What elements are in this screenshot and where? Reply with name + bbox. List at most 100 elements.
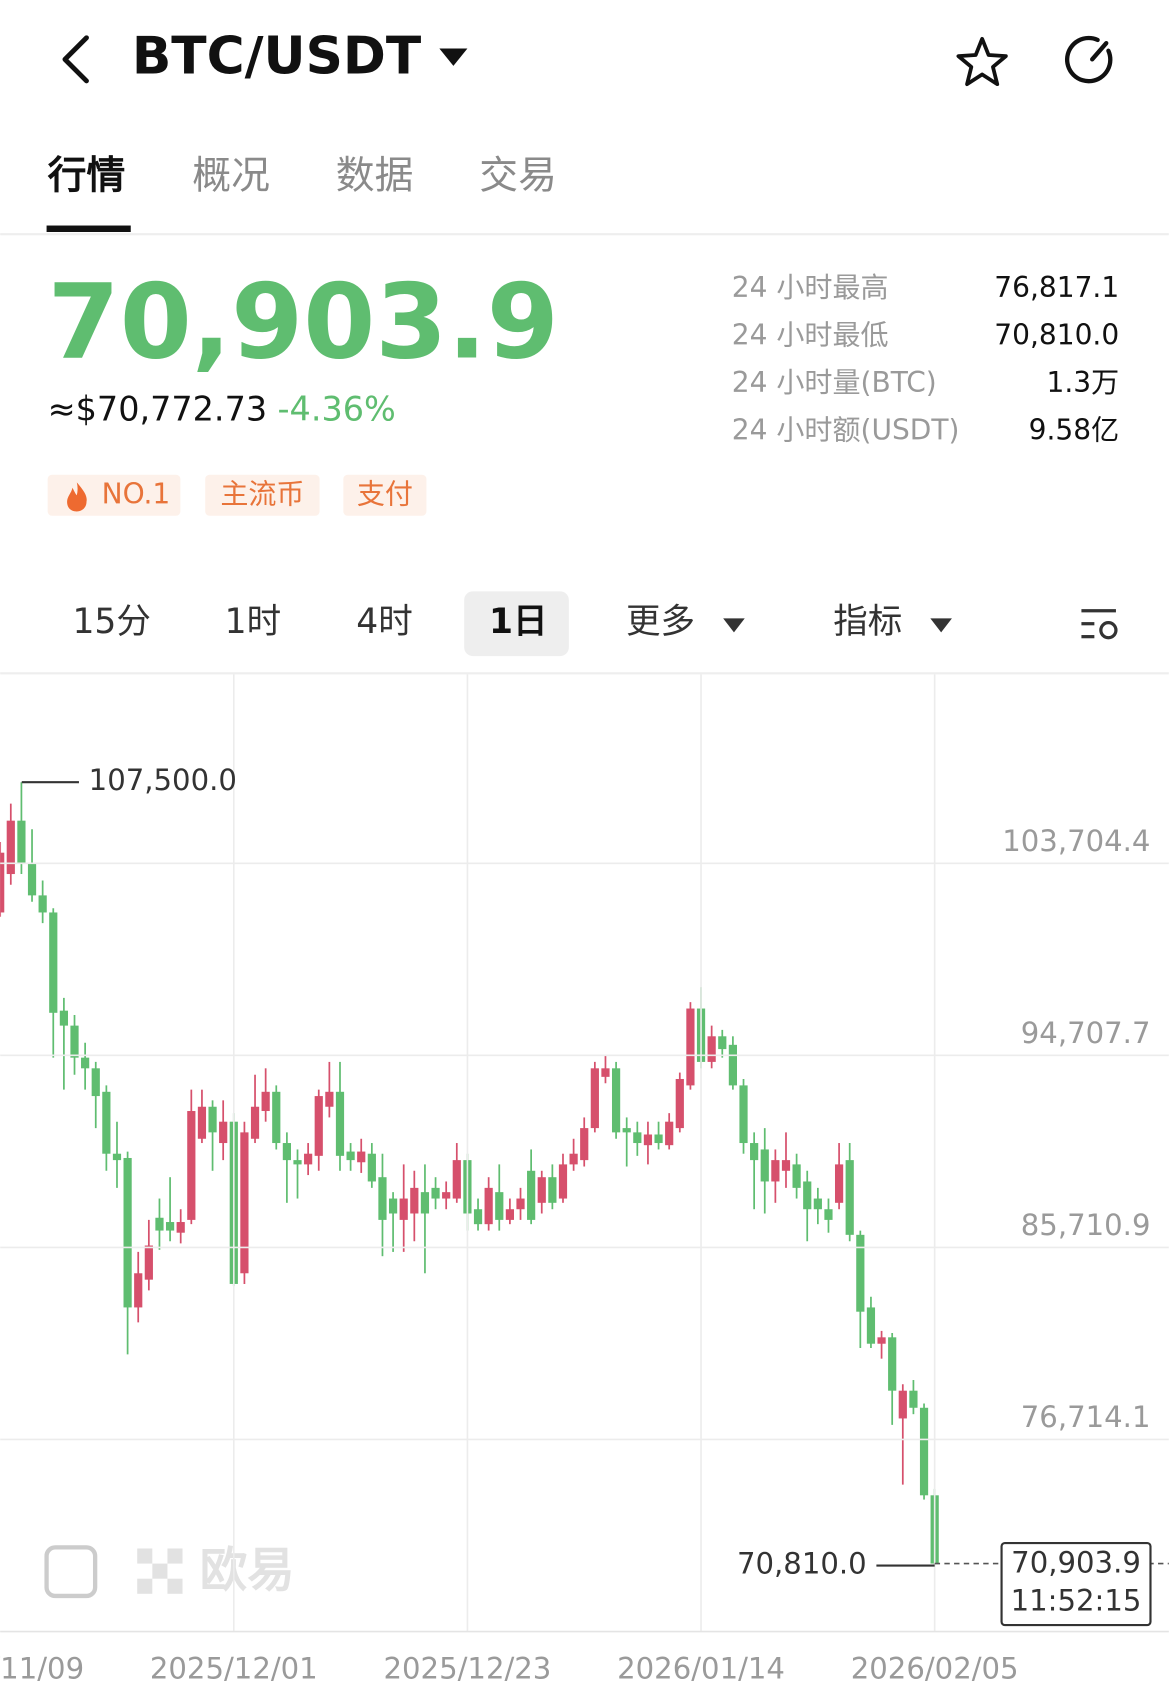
candle-body	[919, 1407, 929, 1496]
candle-body	[431, 1187, 440, 1199]
candle-body	[272, 1091, 281, 1144]
usd-price: ≈$70,772.73	[48, 390, 267, 429]
y-tick-label: 85,710.9	[1021, 1208, 1151, 1242]
interval[interactable]: 1时	[225, 602, 281, 642]
candle-body	[123, 1157, 132, 1308]
candle-body	[378, 1177, 387, 1220]
tab[interactable]: 交易	[479, 154, 557, 199]
candle-body	[91, 1068, 100, 1097]
candle-body	[17, 820, 26, 864]
current-time-label: 11:52:15	[1011, 1583, 1142, 1617]
candle-body	[70, 1025, 79, 1058]
candle-body	[569, 1153, 578, 1165]
y-tick-label: 94,707.7	[1021, 1016, 1151, 1050]
interval[interactable]: 1日	[489, 602, 548, 642]
candle-body	[909, 1390, 918, 1408]
stat-label: 24 小时量(BTC)	[732, 366, 937, 399]
candle-body	[452, 1160, 461, 1199]
candle-body	[102, 1091, 111, 1154]
candle-body	[548, 1177, 557, 1203]
candle-body	[208, 1106, 217, 1133]
candle-body	[643, 1134, 653, 1146]
candle-body	[495, 1192, 504, 1220]
candle-body	[665, 1121, 674, 1146]
candle-body	[558, 1164, 568, 1199]
tab[interactable]: 数据	[336, 154, 414, 199]
chart-settings-icon[interactable]	[1081, 609, 1118, 640]
pair-dropdown[interactable]	[439, 48, 468, 66]
tags: NO.1 主流币 支付	[47, 474, 427, 516]
interval[interactable]: 指标	[833, 602, 902, 642]
refresh-icon[interactable]	[1064, 35, 1113, 84]
current-price-box	[1000, 1541, 1152, 1627]
tag-bg	[205, 474, 320, 516]
candle-body	[728, 1044, 737, 1086]
flame-icon	[67, 482, 87, 512]
candle-body	[877, 1337, 886, 1344]
candle-body	[707, 1036, 716, 1062]
favorite-icon[interactable]	[956, 36, 1008, 87]
x-tick-label: 2026/01/14	[617, 1651, 785, 1685]
candle-body	[739, 1085, 748, 1144]
candle-body	[250, 1106, 260, 1139]
tab[interactable]: 行情	[48, 154, 126, 199]
candle-body	[81, 1057, 90, 1069]
stat-label: 24 小时最低	[732, 319, 889, 352]
candle-body	[0, 852, 5, 913]
candle-body	[219, 1121, 228, 1144]
candle-body	[611, 1068, 621, 1133]
candle-body	[346, 1151, 355, 1161]
tab[interactable]: 概况	[192, 154, 270, 199]
candle-body	[261, 1091, 270, 1112]
candle-body	[314, 1096, 323, 1156]
candle-body	[590, 1068, 599, 1129]
candle-body	[888, 1337, 897, 1391]
interval[interactable]: 15分	[72, 602, 150, 642]
candle-body	[824, 1209, 833, 1220]
interval[interactable]: 更多	[626, 602, 695, 642]
fullscreen-icon[interactable]	[44, 1545, 98, 1599]
stats: 24 小时最高 76,817.1 24 小时最低 70,810.0 24 小时量(BTC…	[732, 271, 1119, 446]
candle-body	[845, 1160, 854, 1235]
stat-label: 24 小时额(USDT)	[732, 414, 960, 447]
watermark-text: 欧易	[200, 1543, 295, 1598]
candle-body	[601, 1068, 610, 1077]
back-button[interactable]	[62, 35, 89, 84]
candle-body	[622, 1128, 631, 1133]
candle-body	[144, 1245, 153, 1280]
candle-body	[420, 1192, 430, 1214]
candle-body	[155, 1217, 164, 1231]
x-tick-label: 2025/12/01	[150, 1651, 318, 1685]
candle-body	[750, 1143, 759, 1161]
candle-body	[484, 1187, 493, 1225]
candle-body	[771, 1160, 780, 1182]
candle-body	[410, 1187, 419, 1214]
refresh-icon-tick	[1090, 41, 1109, 62]
interval[interactable]: 4时	[356, 602, 412, 642]
candle-body	[516, 1198, 525, 1210]
candle-body	[505, 1209, 514, 1220]
y-tick-label: 103,704.4	[1002, 824, 1150, 858]
x-tick-label: 2025/12/23	[383, 1651, 551, 1685]
candle-body	[442, 1192, 451, 1199]
y-tick-label: 76,714.1	[1021, 1400, 1151, 1434]
candle-body	[803, 1181, 812, 1210]
indicator-dropdown[interactable]	[930, 618, 952, 633]
candle-body	[388, 1198, 398, 1214]
watermark-logo	[137, 1548, 183, 1594]
candle-body	[834, 1164, 844, 1203]
candle-body	[813, 1198, 822, 1210]
tag-bg	[343, 474, 427, 516]
candle-body	[38, 895, 47, 913]
candle-body	[187, 1111, 196, 1220]
candle-body	[367, 1153, 376, 1182]
stat-value: 1.3万	[1047, 366, 1120, 399]
tab-underline	[46, 225, 131, 233]
candle-body	[527, 1170, 536, 1220]
candle-body	[856, 1234, 865, 1312]
interval-bar: 15分 1时 4时 1日 更多 指标	[72, 602, 902, 642]
candle-body	[282, 1143, 291, 1161]
more-dropdown[interactable]	[723, 618, 745, 633]
candle-body	[399, 1198, 408, 1220]
